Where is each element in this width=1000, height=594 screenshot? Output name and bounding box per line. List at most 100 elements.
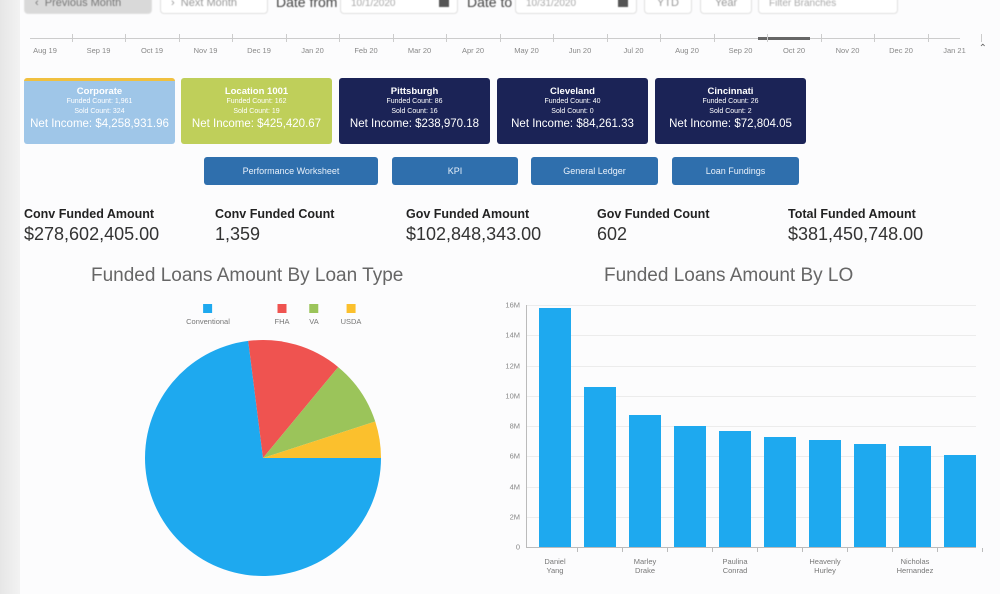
timeline-month-label[interactable]: Mar 20 [407, 46, 432, 55]
gridline [527, 305, 976, 306]
branch-card-location-1001[interactable]: Location 1001 Funded Count: 162 Sold Cou… [181, 78, 332, 144]
kpi-gov-funded-amount: Gov Funded Amount $102,848,343.00 [406, 207, 542, 244]
kpi-total-funded-amount: Total Funded Amount $381,450,748.00 [788, 207, 924, 244]
timeline-month-label[interactable]: Jan 20 [301, 46, 324, 55]
legend-label: USDA [340, 317, 362, 326]
sold-count: Sold Count: 19 [233, 108, 280, 115]
bar[interactable] [809, 439, 841, 547]
chevron-right-icon: › [171, 0, 181, 9]
branch-card-cleveland[interactable]: Cleveland Funded Count: 40 Sold Count: 0… [497, 78, 648, 144]
timeline-month-label[interactable]: Apr 20 [461, 46, 485, 55]
timeline-month-label[interactable]: Aug 19 [33, 46, 57, 55]
bar[interactable] [719, 430, 751, 547]
timeline-tick [553, 34, 555, 42]
legend-item[interactable]: FHA [275, 304, 290, 326]
legend-label: Conventional [186, 317, 230, 326]
pie-slice-usda[interactable] [263, 421, 381, 458]
sold-count: Sold Count: 2 [709, 108, 752, 115]
y-tick-label: 2M [509, 512, 520, 522]
date-to-label: Date to [467, 0, 513, 10]
x-tick [622, 548, 623, 552]
dashboard: ‹ Previous Month › Next Month Date from … [20, 0, 1000, 594]
pie-slice-conventional[interactable] [145, 340, 381, 576]
branch-name: Corporate [76, 86, 123, 97]
branch-name: Pittsburgh [390, 86, 439, 97]
performance-worksheet-button[interactable]: Performance Worksheet [204, 157, 378, 185]
kpi-button[interactable]: KPI [392, 157, 518, 185]
bar[interactable] [899, 445, 931, 547]
bar[interactable] [629, 415, 661, 547]
gridline [527, 456, 976, 458]
timeline-month-label[interactable]: Nov 20 [835, 46, 860, 55]
bar[interactable] [674, 426, 706, 547]
branch-card-pittsburgh[interactable]: Pittsburgh Funded Count: 86 Sold Count: … [339, 78, 490, 144]
x-tick [577, 548, 578, 552]
timeline-tick [874, 34, 876, 42]
branch-name: Location 1001 [224, 86, 289, 97]
net-income: Net Income: $72,804.05 [669, 118, 792, 130]
legend-swatch [203, 304, 213, 313]
timeline-month-label[interactable]: Jan 21 [943, 46, 966, 55]
bar[interactable] [539, 308, 571, 547]
timeline-month-label[interactable]: Sep 20 [728, 46, 753, 55]
bar-chart: 0 2M 4M 6M 8M 10M 12M 14M 16M Daniel Yang Marley Dra… [490, 290, 990, 590]
branch-name: Cleveland [550, 86, 595, 97]
x-tick [982, 548, 983, 552]
funded-count: Funded Count: 162 [226, 98, 287, 105]
timeline-tick [820, 34, 822, 42]
timeline-month-label[interactable]: Oct 19 [140, 46, 164, 55]
date-from-input[interactable]: 10/1/2020 [340, 0, 458, 14]
timeline-month-label[interactable]: Sep 19 [86, 46, 111, 55]
bar[interactable] [764, 436, 796, 547]
general-ledger-button[interactable]: General Ledger [531, 157, 658, 185]
filter-branches-input[interactable]: Filter Branches [758, 0, 898, 14]
funded-count: Funded Count: 40 [544, 98, 601, 105]
x-tick [937, 548, 938, 552]
timeline-month-label[interactable]: Dec 19 [247, 46, 271, 55]
loan-fundings-button[interactable]: Loan Fundings [672, 157, 799, 185]
timeline-slider[interactable]: ⌃ Aug 19 Sep 19 Oct 19 Nov 19 Dec 19 Jan 20 Fe… [30, 30, 987, 60]
net-income: Net Income: $4,258,931.96 [30, 118, 169, 130]
bar[interactable] [944, 454, 976, 547]
pie-slice-fha[interactable] [248, 340, 339, 458]
legend-item[interactable]: USDA [340, 304, 362, 326]
year-button[interactable]: Year [700, 0, 752, 14]
next-month-button[interactable]: › Next Month [160, 0, 268, 14]
timeline-month-label[interactable]: Nov 19 [193, 46, 218, 55]
calendar-icon[interactable] [618, 0, 628, 7]
x-tick-label: Daniel Yang [544, 557, 566, 575]
date-to-input[interactable]: 10/31/2020 [515, 0, 637, 14]
previous-month-button[interactable]: ‹ Previous Month [24, 0, 152, 14]
timeline-month-label[interactable]: Feb 20 [354, 46, 378, 55]
timeline-month-label[interactable]: Jul 20 [623, 46, 644, 55]
date-from-label: Date from [276, 0, 338, 10]
branch-card-cincinnati[interactable]: Cincinnati Funded Count: 26 Sold Count: … [655, 78, 806, 144]
y-tick-label: 14M [505, 330, 520, 340]
branch-card-corporate[interactable]: Corporate Funded Count: 1,961 Sold Count… [24, 78, 175, 144]
legend-item[interactable]: VA [309, 304, 319, 326]
sold-count: Sold Count: 0 [551, 108, 594, 115]
timeline-track [30, 38, 960, 39]
bar[interactable] [584, 386, 616, 547]
timeline-month-label[interactable]: May 20 [514, 46, 539, 55]
pie-chart[interactable] [143, 338, 383, 578]
timeline-month-label[interactable]: Dec 20 [889, 46, 913, 55]
ytd-button[interactable]: YTD [644, 0, 692, 14]
y-tick-label: 0 [515, 542, 520, 552]
timeline-month-label[interactable]: Oct 20 [782, 46, 806, 55]
chevron-up-icon[interactable]: ⌃ [978, 43, 987, 54]
timeline-tick [339, 34, 341, 42]
legend-label: VA [309, 317, 319, 326]
gridline [527, 395, 976, 397]
timeline-month-label[interactable]: Aug 20 [675, 46, 699, 55]
calendar-icon[interactable] [439, 0, 449, 7]
timeline-month-label[interactable]: Jun 20 [568, 46, 592, 55]
timeline-selection-handle[interactable] [758, 37, 810, 40]
y-axis [526, 305, 527, 547]
legend-item[interactable]: Conventional [186, 304, 230, 326]
x-tick-label: Heavenly Hurley [809, 557, 841, 575]
pie-slice-va[interactable] [263, 367, 376, 458]
bar[interactable] [854, 444, 886, 547]
timeline-tick [446, 34, 448, 42]
timeline-tick [927, 34, 929, 42]
